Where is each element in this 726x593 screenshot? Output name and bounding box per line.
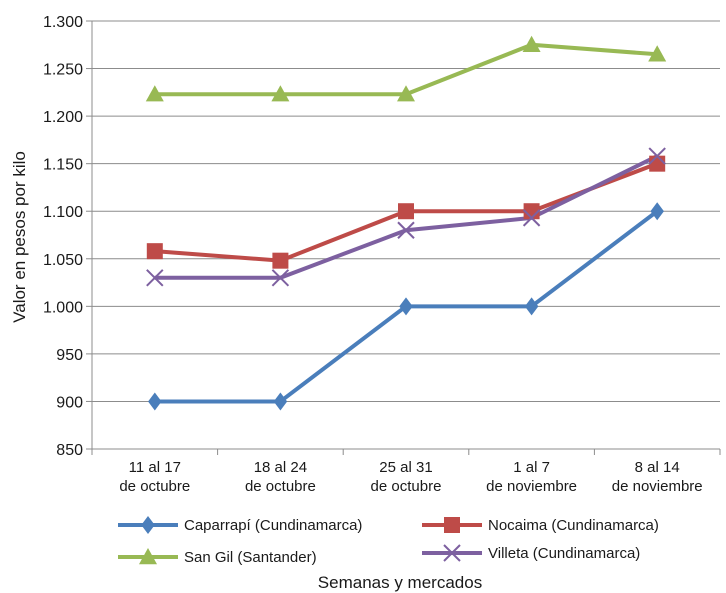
legend: Caparrapí (Cundinamarca) Nocaima (Cundina… bbox=[118, 516, 659, 566]
x-axis-title: Semanas y mercados bbox=[318, 573, 482, 592]
x-tick-label: 25 al 31 de octubre bbox=[371, 459, 442, 495]
data-point-marker bbox=[146, 269, 164, 287]
data-point-marker bbox=[273, 392, 288, 411]
legend-swatch-marker bbox=[443, 544, 461, 562]
data-point-marker bbox=[271, 85, 290, 102]
legend-swatch-marker bbox=[141, 516, 155, 534]
legend-swatch-marker bbox=[444, 517, 460, 533]
y-tick-label: 1.200 bbox=[43, 109, 83, 126]
x-tick-label: 11 al 17 de octubre bbox=[119, 459, 190, 495]
data-point-marker bbox=[397, 221, 415, 239]
y-axis-ticks: 850 900 950 1.000 1.050 1.100 1.150 1.200 1.250 1… bbox=[43, 14, 83, 459]
y-tick-label: 950 bbox=[56, 347, 83, 364]
x-tick-label: 18 al 24 de octubre bbox=[245, 459, 316, 495]
data-point-marker bbox=[522, 35, 541, 52]
y-tick-label: 1.000 bbox=[43, 299, 83, 316]
data-point-marker bbox=[524, 297, 539, 316]
data-point-marker bbox=[145, 85, 164, 102]
x-tick-label: 8 al 14 de noviembre bbox=[612, 459, 703, 495]
data-point-marker bbox=[397, 85, 415, 102]
y-tick-label: 1.300 bbox=[43, 14, 83, 31]
legend-label: San Gil (Santander) bbox=[184, 549, 317, 566]
data-point-marker bbox=[146, 243, 163, 260]
x-tick-label: 1 al 7 de noviembre bbox=[486, 459, 577, 495]
data-point-marker bbox=[399, 297, 413, 316]
data-point-marker bbox=[648, 45, 667, 62]
y-tick-label: 1.050 bbox=[43, 252, 83, 269]
y-tick-label: 1.150 bbox=[43, 157, 83, 174]
legend-label: Nocaima (Cundinamarca) bbox=[488, 517, 659, 534]
data-point-marker bbox=[272, 252, 289, 269]
data-point-marker bbox=[522, 209, 541, 227]
y-tick-label: 1.100 bbox=[43, 204, 83, 221]
legend-label: Caparrapí (Cundinamarca) bbox=[184, 517, 362, 534]
data-point-marker bbox=[650, 202, 664, 221]
legend-label: Villeta (Cundinamarca) bbox=[488, 545, 640, 562]
data-point-marker bbox=[148, 392, 162, 411]
y-tick-label: 900 bbox=[56, 394, 83, 411]
series-markers bbox=[145, 35, 667, 411]
data-point-marker bbox=[271, 269, 290, 287]
gridlines bbox=[86, 20, 721, 455]
x-axis-ticks: 11 al 17 de octubre 18 al 24 de octubre 25 a… bbox=[119, 459, 702, 495]
data-point-marker bbox=[649, 155, 666, 172]
legend-swatch-marker bbox=[139, 548, 157, 565]
y-axis-title: Valor en pesos por kilo bbox=[10, 151, 29, 323]
y-tick-label: 850 bbox=[56, 442, 83, 459]
data-point-marker bbox=[398, 203, 414, 220]
y-tick-label: 1.250 bbox=[43, 62, 83, 79]
data-point-marker bbox=[648, 147, 666, 165]
